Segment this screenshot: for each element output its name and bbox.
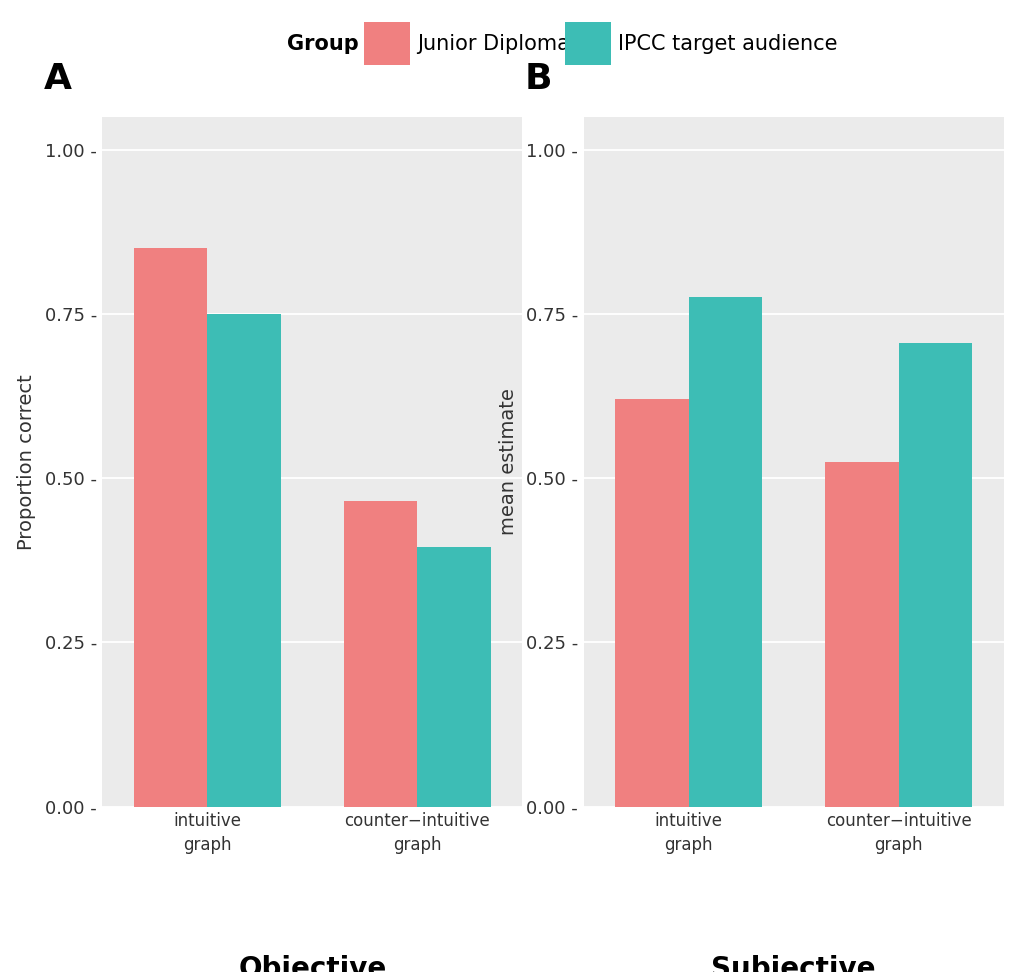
Bar: [134, 248, 207, 807]
Text: B: B: [525, 62, 552, 96]
Bar: [899, 343, 972, 807]
Text: IPCC target audience: IPCC target audience: [618, 34, 838, 53]
Bar: [825, 462, 899, 807]
Text: Junior Diplomats: Junior Diplomats: [417, 34, 589, 53]
Bar: [344, 502, 418, 807]
Bar: [418, 547, 490, 807]
Bar: [689, 297, 762, 807]
Bar: [207, 314, 281, 807]
Text: Group: Group: [287, 34, 358, 53]
Text: Objective
comprehension: Objective comprehension: [193, 955, 432, 972]
Text: A: A: [44, 62, 72, 96]
Text: Subjective
comprehension: Subjective comprehension: [674, 955, 913, 972]
Y-axis label: Proportion correct: Proportion correct: [17, 374, 36, 549]
Y-axis label: mean estimate: mean estimate: [499, 388, 517, 536]
Bar: [615, 399, 689, 807]
